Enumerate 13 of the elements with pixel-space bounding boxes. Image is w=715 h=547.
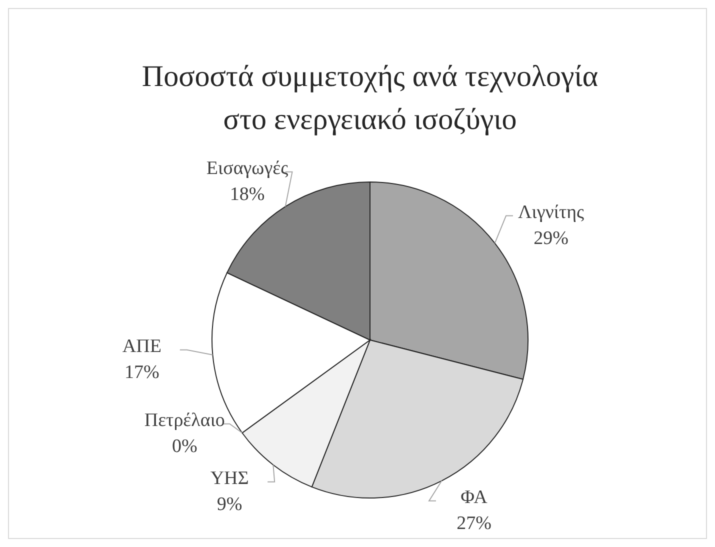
data-label: 27%	[456, 512, 492, 534]
data-label: 18%	[230, 184, 265, 205]
slice-label: ΑΠΕ	[122, 336, 162, 357]
data-label: 29%	[534, 228, 569, 249]
text: 0%	[172, 436, 198, 457]
category-label: Πετρέλαιο	[144, 410, 225, 431]
slice-label: Λιγνίτης	[518, 202, 585, 223]
slice-label: ΦΑ	[460, 486, 488, 508]
slice-label: ΥΗΣ	[210, 468, 249, 489]
slice-label: Εισαγωγές	[206, 158, 289, 179]
chart-title: Ποσοστά συμμετοχής ανά τεχνολογία στο ενεργειακό ισοζύγιο	[142, 60, 598, 136]
data-label: 9%	[216, 494, 242, 515]
data-label: 17%	[124, 362, 160, 383]
